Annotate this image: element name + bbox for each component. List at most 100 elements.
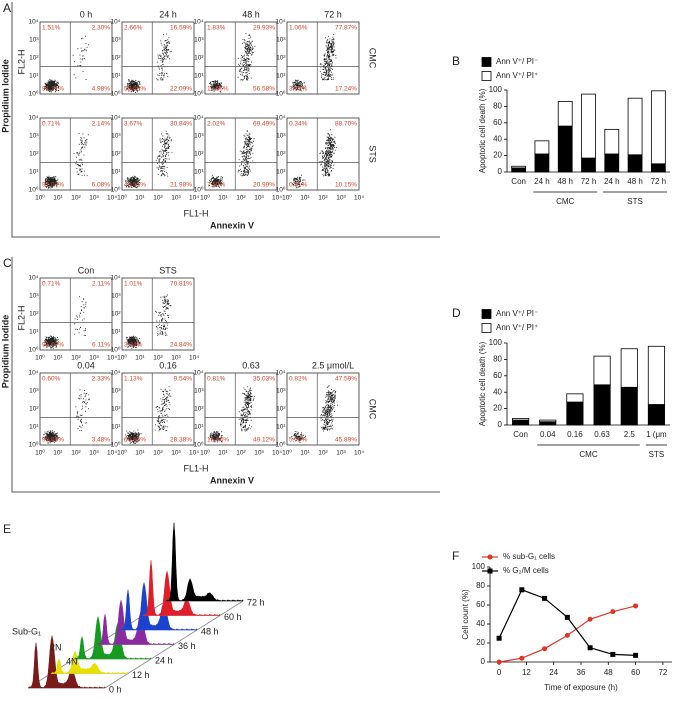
y-tick-label: 80 [493,102,502,111]
legend-label: % G₂/M cells [503,566,549,575]
y-tick-label: 10³ [29,388,39,395]
y-tick-label: 20 [493,404,502,413]
x-tick-label: 10⁴ [189,195,199,202]
legend-swatch [481,309,492,319]
quadrant-percent: 0.82% [289,376,308,383]
x-tick-label: 10¹ [135,450,145,457]
peak-label: 4N [66,656,78,666]
y-tick-label: 10² [111,406,121,413]
x-tick-label: 10⁴ [272,195,282,202]
x-tick-label: 10² [236,195,246,202]
y-tick-label: 10⁴ [110,115,120,122]
axis-label: FL1-H [183,208,208,218]
bar-segment [620,386,638,426]
y-tick-label: 0 [498,420,503,429]
y-tick-label: 10⁴ [193,115,203,122]
marker [519,587,525,593]
plot-title: 0.04 [77,360,95,370]
y-tick-label: 10⁰ [111,186,121,194]
y-tick-label: 10⁴ [193,370,203,377]
quadrant-percent: 43.51% [124,182,146,189]
y-tick-label: 10² [111,151,121,158]
quadrant-percent: 6.11% [92,342,110,349]
bar-segment [581,93,596,159]
plot-title: 0.63 [242,360,260,370]
y-tick-label: 10² [276,55,286,62]
quadrant-percent: 6.08% [92,182,111,189]
x-tick-label: 10⁴ [107,450,117,457]
x-tick-label: 10³ [171,450,181,457]
y-tick-label: 10⁰ [194,186,204,194]
quadrant-percent: 49.12% [253,437,275,444]
bar-segment [650,90,666,165]
x-tick-label: 36 [577,668,586,677]
y-tick-label: 60 [493,371,502,380]
histogram-trace [96,600,175,645]
x-tick-label: 10⁰ [200,194,210,202]
y-tick-label: 10¹ [194,73,204,80]
y-tick-label: 10³ [194,133,204,140]
x-tick-label: 10⁴ [107,355,117,362]
y-tick-label: 10⁴ [110,370,120,377]
x-tick-label: 10¹ [218,195,228,202]
bar-segment [593,384,611,426]
y-tick-label: 10³ [111,37,121,44]
quadrant-percent: 60.95% [124,437,146,444]
panel-letter: C [3,256,12,270]
bar-segment [534,140,550,155]
quadrant-percent: 91.07% [42,182,64,189]
quadrant-percent: 24.84% [170,342,192,349]
bar-segment [566,401,584,426]
y-tick-label: 10¹ [276,169,286,176]
x-tick-label: 10² [153,195,163,202]
peak-label: 2N [50,642,62,652]
x-tick-label: 10² [153,355,163,362]
events [125,294,172,349]
bar-segment [557,125,573,173]
marker [542,595,548,601]
y-tick-label: 10³ [29,37,39,44]
x-tick-label: 10³ [89,450,99,457]
y-tick-label: 10⁴ [28,370,38,377]
x-tick-label: 60 [631,668,640,677]
quadrant-percent: 0.81% [289,182,308,189]
y-tick-label: 10¹ [111,329,121,336]
y-tick-label: 10² [29,406,39,413]
y-tick-label: 10⁴ [110,275,120,282]
y-tick-label: 10⁴ [28,115,38,122]
y-tick-label: 10⁴ [275,19,285,26]
x-tick-label: 10² [153,450,163,457]
bar-segment [627,97,643,156]
x-tick-label: 10¹ [300,195,310,202]
group-label: STS [649,450,665,459]
x-tick-label: 0.16 [567,430,583,439]
bar-segment [512,418,530,421]
marker [542,646,548,652]
x-tick-label: 10² [318,450,328,457]
x-tick-label: 48 h [627,177,643,186]
y-tick-label: 10⁰ [111,346,121,354]
legend-marker [487,568,493,574]
marker [564,632,570,638]
events [291,129,337,189]
histogram-trace [119,582,198,631]
x-tick-label: 48 h [557,177,573,186]
quadrant-percent: 0.60% [42,376,61,383]
row-label: CMC [368,48,378,69]
x-tick-label: 10⁴ [189,355,199,362]
quadrant-percent: 58.66% [124,86,146,93]
events [43,296,87,350]
quadrant-percent: 15.04% [207,437,229,444]
y-tick-label: 20 [493,151,502,160]
y-tick-label: 10³ [276,133,286,140]
quadrant-percent: 35.03% [253,376,275,383]
x-tick-label: 10¹ [135,355,145,362]
y-tick-label: 10⁰ [194,90,204,98]
bar-segment [539,421,557,426]
y-tick-label: 10³ [111,388,121,395]
quadrant-percent: 88.70% [335,121,357,128]
histogram-trace [73,616,152,660]
legend-swatch [481,71,492,81]
bar-segment [620,348,638,388]
quadrant-percent: 4.98% [92,86,111,93]
